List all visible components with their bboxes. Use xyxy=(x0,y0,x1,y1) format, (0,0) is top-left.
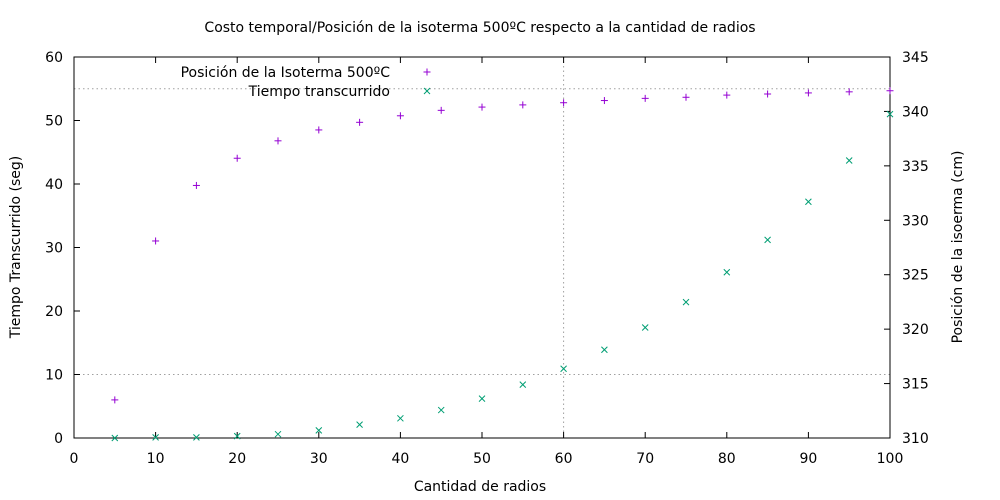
y-tick-label: 30 xyxy=(45,241,63,257)
y2-tick-label: 320 xyxy=(902,322,929,338)
isoterma-point xyxy=(356,118,364,126)
isoterma-point xyxy=(274,137,282,145)
x-tick-label: 20 xyxy=(228,451,246,467)
isoterma-point xyxy=(600,97,608,105)
y2-tick-label: 345 xyxy=(902,50,929,66)
data-points xyxy=(111,87,894,442)
isoterma-point xyxy=(641,94,649,102)
tiempo-point xyxy=(560,365,567,373)
x-tick-label: 0 xyxy=(70,451,79,467)
isoterma-point xyxy=(560,99,568,107)
y2-tick-label: 315 xyxy=(902,377,929,393)
x-tick-label: 90 xyxy=(799,451,817,467)
legend-label-tiempo: Tiempo transcurrido xyxy=(248,84,390,100)
legend: Posición de la Isoterma 500ºC Tiempo tra… xyxy=(181,65,431,100)
x-axis-label: Cantidad de radios xyxy=(414,479,546,495)
y-tick-label: 40 xyxy=(45,177,63,193)
chart-title: Costo temporal/Posición de la isoterma 5… xyxy=(204,20,755,36)
y2-tick-label: 310 xyxy=(902,431,929,447)
tiempo-point xyxy=(805,198,812,206)
x-tick-label: 30 xyxy=(310,451,328,467)
tiempo-point xyxy=(397,414,404,422)
tiempo-point xyxy=(437,406,445,414)
tiempo-point xyxy=(601,346,608,354)
legend-marker-tiempo xyxy=(423,87,431,95)
isoterma-point xyxy=(723,91,731,99)
isoterma-point xyxy=(396,112,404,120)
y2-tick-label: 330 xyxy=(902,213,929,229)
tiempo-point xyxy=(723,268,731,276)
y-tick-label: 50 xyxy=(45,114,63,130)
ticks: 0 10 20 30 40 50 60 70 80 90 100 0 10 20 30 40 50 60 310 31… xyxy=(45,50,929,467)
y-axis-label: Tiempo Transcurrido (seg) xyxy=(8,156,24,340)
isoterma-point xyxy=(111,396,119,404)
tiempo-point xyxy=(886,110,894,118)
tiempo-point xyxy=(519,381,527,389)
tiempo-point xyxy=(233,432,241,440)
x-tick-label: 40 xyxy=(391,451,409,467)
plot-border xyxy=(73,56,891,439)
isoterma-point xyxy=(315,126,323,134)
isoterma-point xyxy=(478,103,486,111)
isoterma-point xyxy=(152,237,160,245)
isoterma-point xyxy=(886,87,894,95)
tiempo-point xyxy=(152,434,159,441)
tiempo-point xyxy=(845,157,853,164)
y-tick-label: 10 xyxy=(45,368,63,384)
tiempo-point xyxy=(641,324,649,331)
isoterma-point xyxy=(437,106,445,114)
isoterma-point xyxy=(804,89,812,97)
tiempo-point xyxy=(274,430,282,438)
legend-label-isoterma: Posición de la Isoterma 500ºC xyxy=(181,65,391,81)
x-tick-label: 80 xyxy=(718,451,736,467)
tiempo-point xyxy=(764,236,771,244)
tiempo-point xyxy=(111,434,119,442)
isoterma-point xyxy=(682,93,690,101)
grid-lines xyxy=(74,57,890,438)
y-tick-label: 0 xyxy=(54,431,63,447)
isoterma-point xyxy=(233,154,241,162)
x-tick-label: 60 xyxy=(555,451,573,467)
x-tick-label: 10 xyxy=(147,451,165,467)
isoterma-point xyxy=(192,181,200,189)
y-tick-label: 20 xyxy=(45,304,63,320)
x-tick-label: 50 xyxy=(473,451,491,467)
isoterma-point xyxy=(845,88,853,96)
x-tick-label: 100 xyxy=(877,451,904,467)
y2-tick-label: 335 xyxy=(902,159,929,175)
y2-axis-label: Posición de la isoerma (cm) xyxy=(950,151,966,344)
isoterma-point xyxy=(764,90,772,98)
y2-tick-label: 340 xyxy=(902,104,929,120)
x-tick-label: 70 xyxy=(636,451,654,467)
tiempo-point xyxy=(356,421,363,429)
isoterma-point xyxy=(519,101,527,109)
tiempo-point xyxy=(193,434,200,441)
y-tick-label: 60 xyxy=(45,50,63,66)
tiempo-point xyxy=(315,427,323,434)
y2-tick-label: 325 xyxy=(902,268,929,284)
tiempo-point xyxy=(682,298,690,306)
tiempo-point xyxy=(478,395,486,402)
legend-marker-isoterma xyxy=(423,68,431,76)
